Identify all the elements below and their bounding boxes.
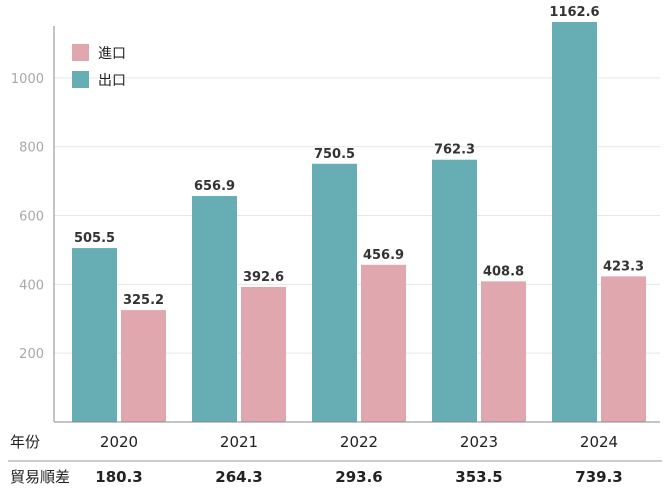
- year-row-label: 年份: [10, 433, 40, 451]
- trade-balance-2021: 264.3: [215, 468, 262, 486]
- value-label-export-2023: 762.3: [434, 143, 475, 158]
- x-tick-label-2023: 2023: [460, 433, 498, 451]
- bar-export-2020: [72, 248, 117, 422]
- value-label-export-2020: 505.5: [74, 231, 115, 246]
- bar-import-2020: [121, 310, 166, 422]
- legend-label-import: 進口: [98, 46, 126, 62]
- bar-import-2021: [241, 286, 286, 422]
- trade-balance-2020: 180.3: [95, 468, 142, 486]
- trade-balance-row: 貿易順差 180.3 264.3 293.6 353.5 739.3: [10, 468, 623, 486]
- legend: 進口 出口: [72, 44, 126, 89]
- axes: [8, 26, 662, 462]
- bar-import-2022: [361, 264, 406, 422]
- trade-balance-2023: 353.5: [455, 468, 502, 486]
- x-tick-label-2020: 2020: [100, 433, 138, 451]
- x-tick-label-2024: 2024: [580, 433, 618, 451]
- bars: [72, 21, 646, 423]
- legend-swatch-export: [72, 71, 89, 88]
- value-label-export-2021: 656.9: [194, 179, 235, 194]
- x-tick-label-2021: 2021: [220, 433, 258, 451]
- y-tick-label: 400: [19, 278, 44, 293]
- value-label-import-2024: 423.3: [603, 259, 644, 274]
- x-tick-label-2022: 2022: [340, 433, 378, 451]
- value-labels: 505.5 325.2 656.9 392.6 750.5 456.9 762.3 408.8…: [74, 5, 644, 308]
- y-axis-ticks: 200 400 600 800 1000: [11, 72, 44, 362]
- year-row: 年份 2020 2021 2022 2023 2024: [10, 433, 618, 451]
- value-label-import-2022: 456.9: [363, 248, 404, 263]
- trade-balance-2024: 739.3: [575, 468, 622, 486]
- trade-balance-row-label: 貿易順差: [10, 468, 70, 486]
- bar-export-2024: [552, 21, 597, 422]
- value-label-export-2022: 750.5: [314, 147, 355, 162]
- value-label-import-2021: 392.6: [243, 270, 284, 285]
- bar-import-2024: [601, 276, 646, 422]
- legend-swatch-import: [72, 44, 89, 61]
- bar-import-2023: [481, 281, 526, 422]
- trade-balance-2022: 293.6: [335, 468, 382, 486]
- legend-label-export: 出口: [98, 73, 126, 89]
- y-tick-label: 600: [19, 210, 44, 225]
- y-tick-label: 1000: [11, 72, 44, 87]
- value-label-import-2020: 325.2: [123, 293, 164, 308]
- bar-export-2022: [312, 163, 357, 423]
- bar-export-2021: [192, 195, 237, 422]
- value-label-export-2024: 1162.6: [549, 5, 599, 20]
- value-label-import-2023: 408.8: [483, 264, 524, 279]
- y-tick-label: 800: [19, 141, 44, 156]
- bar-export-2023: [432, 159, 477, 423]
- y-tick-label: 200: [19, 347, 44, 362]
